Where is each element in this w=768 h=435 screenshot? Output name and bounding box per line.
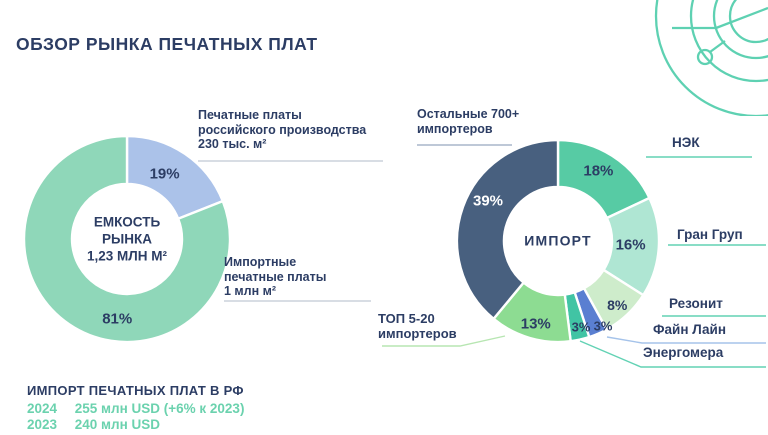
import-share-donut-svg bbox=[455, 138, 661, 344]
footer-row-2024: 2024 255 млн USD (+6% к 2023) bbox=[27, 401, 244, 416]
import-share-donut-chart: ИМПОРТ 18% 16% 8% 3% 3% 13% 39% bbox=[453, 136, 663, 346]
page-title: ОБЗОР РЫНКА ПЕЧАТНЫХ ПЛАТ bbox=[16, 34, 318, 54]
slice-value-label-fine-line: 3% bbox=[593, 318, 613, 334]
annotation-domestic-pcb: Печатные платы российского производства … bbox=[198, 108, 366, 152]
label-gran-grup: Гран Груп bbox=[677, 227, 743, 242]
slice-value-label-energomera: 3% bbox=[571, 319, 591, 335]
annotation-line: Печатные платы bbox=[198, 108, 302, 122]
slice-value-label-top-5-20: 13% bbox=[520, 315, 551, 333]
market-capacity-donut-chart: ЕМКОСТЬ РЫНКА 1,23 МЛН М² 19% 81% bbox=[22, 134, 232, 344]
label-nek: НЭК bbox=[672, 135, 700, 150]
annotation-imported-pcb: Импортные печатные платы 1 млн м² bbox=[224, 255, 326, 299]
market-capacity-donut-svg bbox=[22, 134, 232, 344]
footer-year: 2024 bbox=[27, 401, 58, 416]
donut-slice-others bbox=[455, 138, 560, 321]
label-line: Остальные 700+ bbox=[417, 107, 520, 121]
center-label-line: 1,23 МЛН М² bbox=[87, 248, 167, 264]
label-others-importers: Остальные 700+ импортеров bbox=[417, 107, 519, 136]
right-donut-center-label: ИМПОРТ bbox=[524, 232, 592, 249]
annotation-line: 230 тыс. м² bbox=[198, 137, 267, 151]
footer-title: ИМПОРТ ПЕЧАТНЫХ ПЛАТ В РФ bbox=[27, 383, 244, 398]
center-label-line: РЫНКА bbox=[102, 231, 152, 247]
slice-value-label-rezonit: 8% bbox=[607, 296, 628, 313]
slice-value-label-nek: 18% bbox=[583, 162, 614, 180]
label-line: ТОП 5-20 bbox=[378, 311, 435, 326]
slice-value-label-domestic: 19% bbox=[149, 165, 180, 183]
annotation-line: российского производства bbox=[198, 122, 367, 137]
label-top-5-20-importers: ТОП 5-20 импортеров bbox=[378, 311, 457, 341]
slice-value-label-gran-grup: 16% bbox=[615, 236, 646, 254]
annotation-line: Импортные bbox=[224, 255, 297, 269]
label-rezonit: Резонит bbox=[669, 296, 723, 311]
label-line: импортеров bbox=[417, 121, 493, 136]
left-donut-center-label: ЕМКОСТЬ РЫНКА 1,23 МЛН М² bbox=[57, 214, 197, 265]
slice-value-label-imported: 81% bbox=[102, 310, 133, 328]
annotation-line: печатные платы bbox=[224, 269, 327, 284]
footer-year: 2023 bbox=[27, 417, 58, 432]
decorative-circles-icon bbox=[654, 0, 768, 116]
annotation-line: 1 млн м² bbox=[224, 284, 277, 298]
label-fine-line: Файн Лайн bbox=[653, 322, 727, 337]
footer-value: 240 млн USD bbox=[74, 417, 161, 432]
donut-slice-imported bbox=[22, 134, 232, 344]
footer-value: 255 млн USD (+6% к 2023) bbox=[74, 401, 245, 416]
center-label-line: ЕМКОСТЬ bbox=[93, 214, 161, 230]
label-energomera: Энергомера bbox=[643, 345, 724, 360]
footer-row-2023: 2023 240 млн USD bbox=[27, 417, 160, 432]
label-line: импортеров bbox=[378, 326, 457, 341]
slice-value-label-others: 39% bbox=[473, 192, 504, 210]
